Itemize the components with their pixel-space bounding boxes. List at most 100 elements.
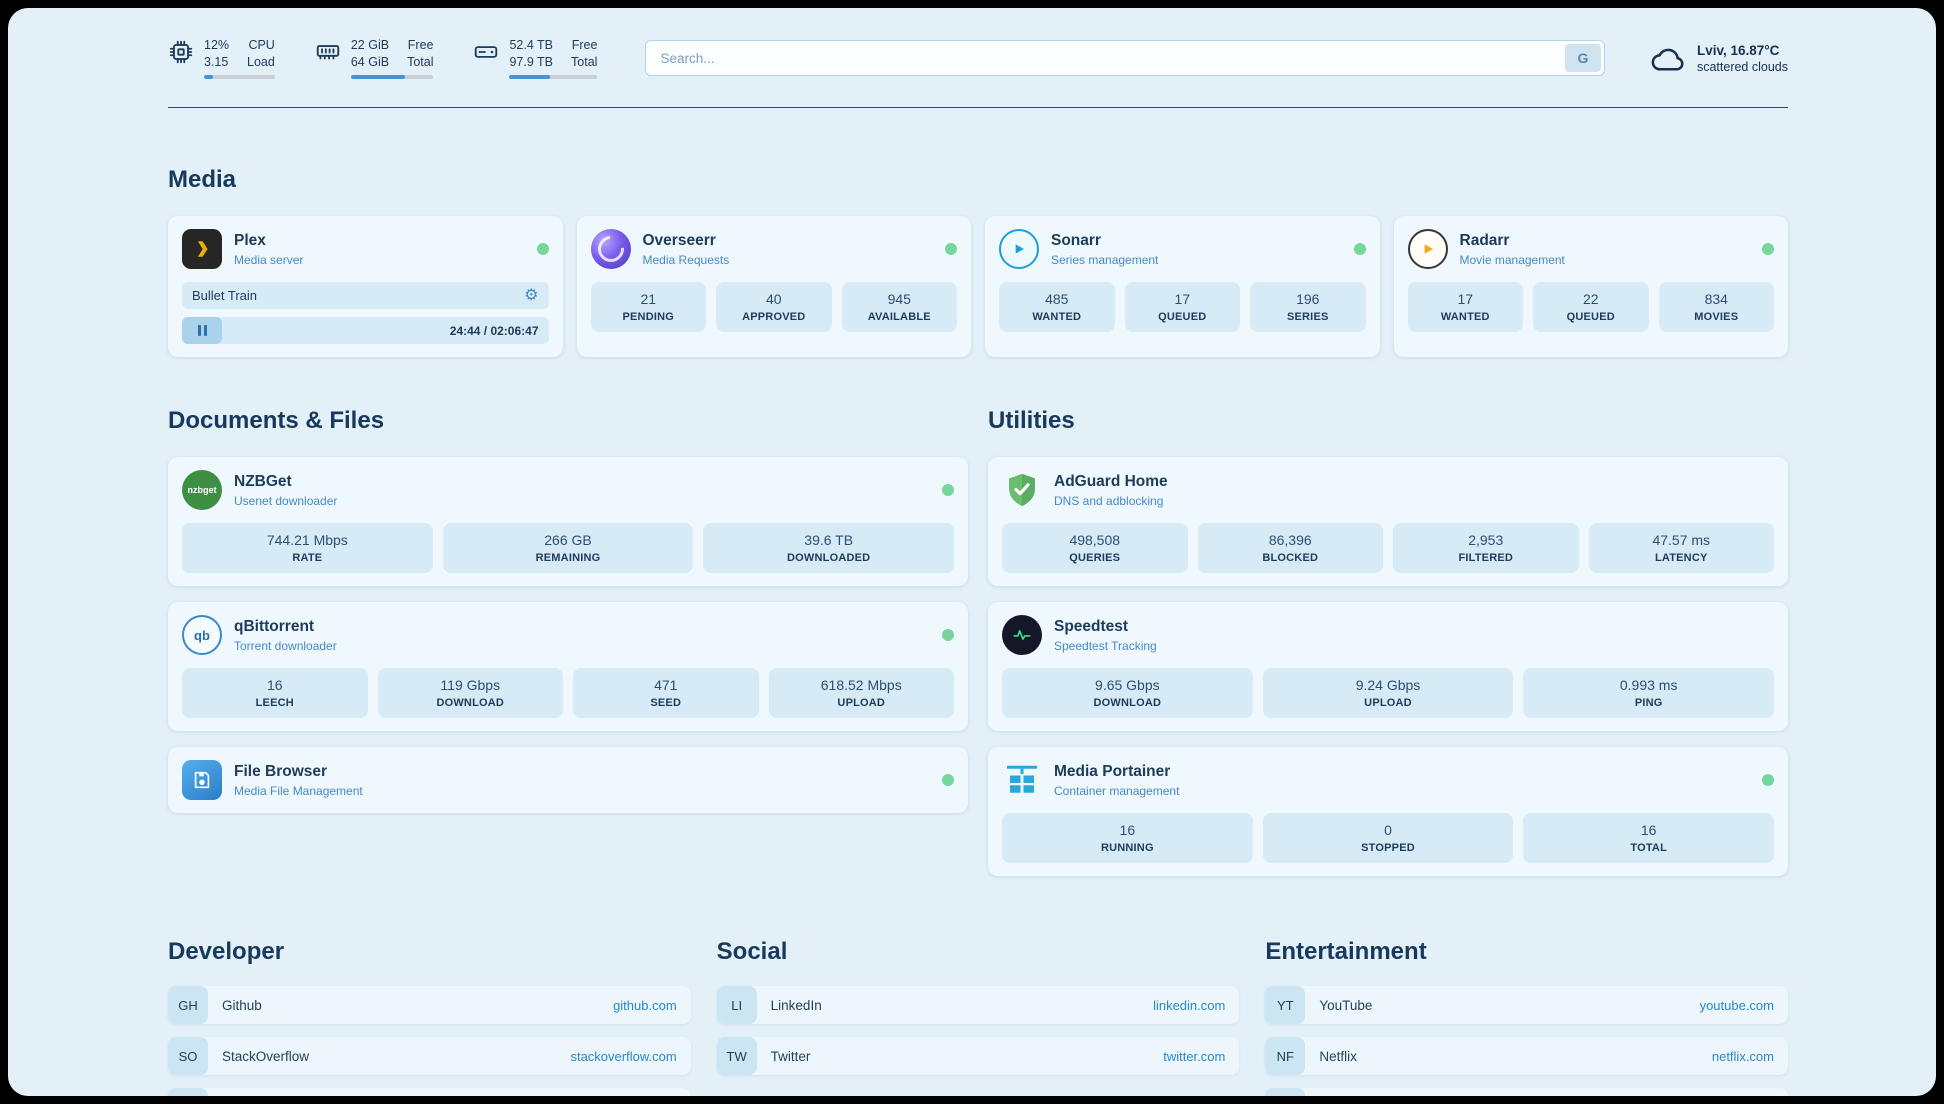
stat-box: 834 MOVIES (1658, 282, 1774, 332)
stat-box: 498,508 QUERIES (1002, 523, 1188, 573)
service-subtitle: Speedtest Tracking (1054, 638, 1157, 653)
stat-label: STOPPED (1361, 842, 1415, 854)
stat-value: 47.57 ms (1652, 532, 1711, 548)
service-name: Plex (234, 231, 266, 249)
stat-value: 22 (1582, 291, 1599, 307)
playback-progress-fill (182, 317, 223, 344)
bookmark-youtube[interactable]: YT YouTube youtube.com (1265, 986, 1788, 1024)
bookmark-icon: YT (1265, 986, 1306, 1024)
bookmark-name: StackOverflow (222, 1048, 310, 1064)
status-dot-online (536, 243, 549, 255)
stat-box: 21 PENDING (590, 282, 706, 332)
service-card-adguard[interactable]: AdGuard Home DNS and adblocking 498,508 Q… (988, 457, 1788, 586)
bookmark-domain-link[interactable]: youtube.com (1699, 997, 1774, 1013)
service-card-plex[interactable]: Plex Media server Bullet Train ⚙ 24:44 (168, 216, 563, 357)
playback-progress-bar[interactable]: 24:44 / 02:06:47 (182, 317, 549, 344)
service-card-overseerr[interactable]: Overseerr Media Requests 21 PENDING 40 APPR… (576, 216, 971, 357)
utilities-section: Utilities AdGuard Home DNS and (988, 407, 1788, 876)
disk-widget: 52.4 TB Free 97.9 TB Total (473, 38, 598, 79)
stat-label: PENDING (622, 311, 675, 323)
section-title-entertainment: Entertainment (1265, 938, 1427, 965)
stat-label: RUNNING (1100, 842, 1154, 854)
cpu-usage-value: 12% (204, 38, 230, 52)
cpu-load-label: Load (247, 55, 275, 69)
bookmark-icon: DT (168, 1088, 208, 1096)
cpu-load-value: 3.15 (204, 55, 229, 69)
disk-usage-bar-fill (509, 75, 550, 79)
stat-box: 17 QUEUED (1124, 282, 1240, 332)
playback-time: 24:44 / 02:06:47 (449, 323, 539, 338)
stat-box: 16 LEECH (182, 668, 368, 718)
service-subtitle: Usenet downloader (234, 493, 338, 508)
stat-box: 17 WANTED (1407, 282, 1523, 332)
stat-box: 0 STOPPED (1262, 813, 1514, 863)
stat-value: 0.993 ms (1619, 677, 1678, 693)
service-card-speedtest[interactable]: Speedtest Speedtest Tracking 9.65 Gbps DO… (988, 602, 1788, 731)
bookmark-name: Netflix (1319, 1048, 1357, 1064)
service-name: Media Portainer (1054, 762, 1171, 780)
stat-label: WANTED (1440, 311, 1490, 323)
stat-box: 266 GB REMAINING (442, 523, 694, 573)
cpu-label: CPU (248, 38, 275, 52)
search-engine-button[interactable]: G (1564, 44, 1601, 72)
filebrowser-icon (182, 760, 222, 800)
service-card-radarr[interactable]: Radarr Movie management 17 WANTED 22 QUEUED… (1393, 216, 1788, 357)
plex-icon (182, 229, 222, 269)
bookmark-stackoverflow[interactable]: SO StackOverflow stackoverflow.com (168, 1037, 691, 1075)
bookmark-icon: RE (1265, 1088, 1306, 1096)
service-name: Overseerr (642, 231, 716, 249)
service-card-filebrowser[interactable]: File Browser Media File Management (168, 747, 968, 813)
stat-value: 196 (1296, 291, 1320, 307)
service-card-qbittorrent[interactable]: qb qBittorrent Torrent downloader 16 LEEC… (168, 602, 968, 731)
stat-value: 618.52 Mbps (820, 677, 902, 693)
stat-box: 47.57 ms LATENCY (1588, 523, 1774, 573)
bookmark-reddit[interactable]: RERedditreddit.com (1265, 1088, 1788, 1096)
topbar: 12% CPU 3.15 Load (168, 38, 1788, 79)
adguard-shield-icon (1002, 470, 1042, 510)
bookmark-domain-link[interactable]: linkedin.com (1153, 997, 1226, 1013)
stat-value: 471 (654, 677, 678, 693)
service-card-sonarr[interactable]: Sonarr Series management 485 WANTED 17 QUEU… (985, 216, 1380, 357)
stat-label: REMAINING (535, 552, 601, 564)
search-input[interactable] (645, 40, 1605, 76)
service-name: Speedtest (1054, 617, 1129, 635)
ram-widget: 22 GiB Free 64 GiB Total (315, 38, 434, 79)
stat-box: 22 QUEUED (1533, 282, 1649, 332)
documents-section: Documents & Files nzbget NZBGet Usenet d… (168, 407, 968, 813)
bookmark-domain-link[interactable]: github.com (613, 997, 677, 1013)
portainer-crane-icon (1002, 760, 1042, 800)
bookmark-dev[interactable]: DTDEVdev.to (168, 1088, 691, 1096)
cpu-widget: 12% CPU 3.15 Load (168, 38, 275, 79)
pause-icon[interactable] (197, 325, 207, 336)
status-dot-online (942, 484, 954, 496)
bookmark-list-entertainment: YT YouTube youtube.com NF Netflix netflix.com… (1265, 986, 1788, 1096)
bookmark-linkedin[interactable]: LI LinkedIn linkedin.com (716, 986, 1240, 1024)
disk-total-value: 97.9 TB (509, 55, 554, 69)
hardware-widgets: 12% CPU 3.15 Load (168, 38, 598, 79)
bookmark-netflix[interactable]: NF Netflix netflix.com (1265, 1037, 1788, 1075)
bookmark-twitter[interactable]: TW Twitter twitter.com (716, 1037, 1240, 1075)
stats-row: 21 PENDING 40 APPROVED 945 AVAILABLE (590, 282, 957, 332)
gear-icon[interactable]: ⚙ (524, 286, 539, 304)
stat-value: 498,508 (1069, 532, 1121, 548)
stat-label: APPROVED (742, 311, 806, 323)
service-card-portainer[interactable]: Media Portainer Container management 16 R… (988, 747, 1788, 876)
status-dot-online (945, 243, 957, 255)
bookmark-domain-link[interactable]: twitter.com (1163, 1048, 1226, 1064)
stat-box: 86,396 BLOCKED (1197, 523, 1383, 573)
ram-free-label: Free (407, 38, 434, 52)
bookmark-icon: NF (1265, 1037, 1306, 1075)
stats-row: 16 RUNNING 0 STOPPED 16 TOTAL (1002, 813, 1775, 863)
stat-label: SERIES (1286, 311, 1329, 323)
cpu-chip-icon (168, 39, 194, 65)
bookmark-domain-link[interactable]: stackoverflow.com (570, 1048, 677, 1064)
service-name: File Browser (234, 762, 328, 780)
service-card-nzbget[interactable]: nzbget NZBGet Usenet downloader 744.21 M… (168, 457, 968, 586)
bookmark-domain-link[interactable]: netflix.com (1711, 1048, 1774, 1064)
cloud-icon (1649, 40, 1687, 78)
stat-box: 485 WANTED (999, 282, 1115, 332)
stat-label: RATE (292, 552, 323, 564)
stat-value: 86,396 (1268, 532, 1312, 548)
bookmark-github[interactable]: GH Github github.com (168, 986, 691, 1024)
stat-value: 16 (266, 677, 283, 693)
